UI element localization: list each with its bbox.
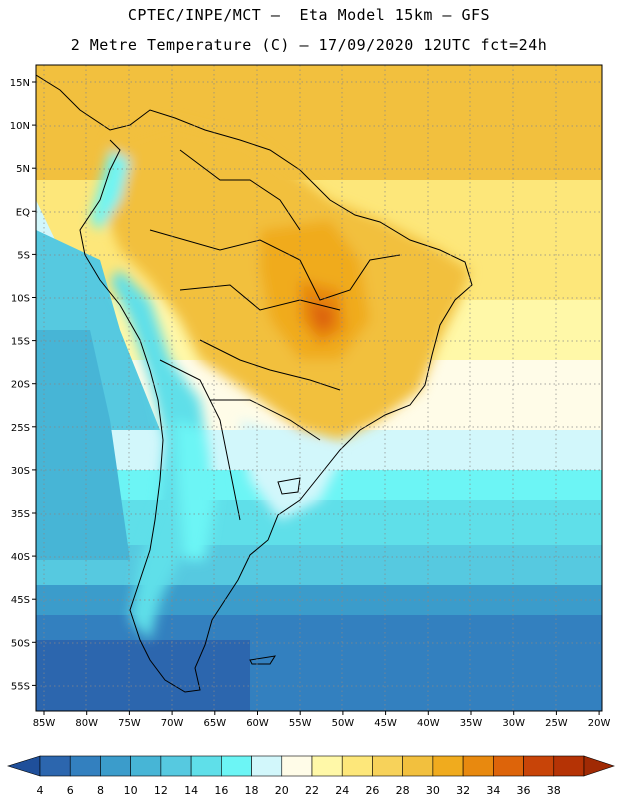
lat-tick-label: 5N (16, 164, 30, 175)
colorbar-label: 36 (517, 784, 531, 797)
lat-tick-label: 30S (11, 466, 30, 477)
lat-tick-label: 55S (11, 681, 30, 692)
lat-tick-label: 50S (11, 638, 30, 649)
colorbar-swatch (130, 755, 162, 777)
colorbar: 4 6 8 10 12 14 16 18 20 22 24 26 28 30 32 34 36 38 (6, 755, 615, 797)
lat-tick-label: 35S (11, 509, 30, 520)
colorbar-label: 24 (335, 784, 349, 797)
colorbar-min-arrow (6, 755, 41, 777)
coastlines (36, 74, 473, 693)
temperature-field (36, 65, 602, 711)
colorbar-swatch (281, 755, 313, 777)
lon-tick-label: 60W (246, 718, 269, 729)
lon-tick-label: 45W (374, 718, 397, 729)
lon-tick-label: 55W (289, 718, 312, 729)
colorbar-swatch (221, 755, 252, 777)
colorbar-swatch (493, 755, 524, 777)
colorbar-max-arrow (583, 755, 615, 777)
latitude-axis: 15N 10N 5N EQ 5S 10S 15S 20S 25S 30S 35S 40S 45S 50S 5… (10, 78, 36, 692)
colorbar-label: 4 (37, 784, 44, 797)
lon-tick-label: 80W (75, 718, 98, 729)
lat-tick-label: 15S (11, 337, 30, 348)
lon-tick-label: 25W (545, 718, 568, 729)
lon-tick-label: 30W (502, 718, 525, 729)
colorbar-swatch (311, 755, 343, 777)
lat-tick-label: 45S (11, 595, 30, 606)
lat-tick-label: 5S (17, 250, 30, 261)
colorbar-label: 30 (426, 784, 440, 797)
colorbar-label: 8 (97, 784, 104, 797)
lat-tick-label: 25S (11, 423, 30, 434)
colorbar-label: 34 (486, 784, 500, 797)
colorbar-label: 10 (124, 784, 138, 797)
lat-tick-label: 10S (11, 294, 30, 305)
colorbar-swatch (432, 755, 464, 777)
colorbar-swatch (251, 755, 283, 777)
lon-tick-label: 70W (161, 718, 184, 729)
longitude-axis: 85W 80W 75W 70W 65W 60W 55W 50W 45W 40W 35W 30W 25W 2… (33, 711, 611, 729)
colorbar-swatch (190, 755, 222, 777)
lon-tick-label: 65W (203, 718, 226, 729)
colorbar-swatch (160, 755, 192, 777)
lat-tick-label: EQ (16, 207, 30, 218)
lat-tick-label: 10N (10, 121, 30, 132)
lat-tick-label: 20S (11, 380, 30, 391)
colorbar-swatch (462, 755, 494, 777)
lat-tick-label: 15N (10, 78, 30, 89)
colorbar-label: 26 (365, 784, 379, 797)
lon-tick-label: 50W (332, 718, 355, 729)
colorbar-label: 16 (214, 784, 228, 797)
colorbar-label: 28 (396, 784, 410, 797)
colorbar-swatch (372, 755, 403, 777)
colorbar-swatch (553, 755, 585, 777)
lon-tick-label: 20W (588, 718, 611, 729)
colorbar-label: 22 (305, 784, 319, 797)
colorbar-swatch (39, 755, 71, 777)
colorbar-label: 38 (547, 784, 561, 797)
colorbar-swatch (100, 755, 131, 777)
colorbar-label: 32 (456, 784, 470, 797)
lon-tick-label: 35W (460, 718, 483, 729)
colorbar-label: 6 (67, 784, 74, 797)
map-title-line-2: 2 Metre Temperature (C) – 17/09/2020 12U… (70, 36, 548, 54)
colorbar-label: 14 (184, 784, 198, 797)
colorbar-swatch (523, 755, 555, 777)
colorbar-swatch (341, 755, 373, 777)
lon-tick-label: 75W (118, 718, 141, 729)
map-frame (35, 64, 603, 712)
colorbar-label: 18 (245, 784, 259, 797)
lon-tick-label: 85W (33, 718, 56, 729)
lon-tick-label: 40W (417, 718, 440, 729)
colorbar-swatch (69, 755, 101, 777)
lat-tick-label: 40S (11, 552, 30, 563)
colorbar-label: 20 (275, 784, 289, 797)
colorbar-swatch (402, 755, 434, 777)
map-title-line-1: CPTEC/INPE/MCT – Eta Model 15km – GFS (127, 6, 491, 24)
colorbar-label: 12 (154, 784, 168, 797)
